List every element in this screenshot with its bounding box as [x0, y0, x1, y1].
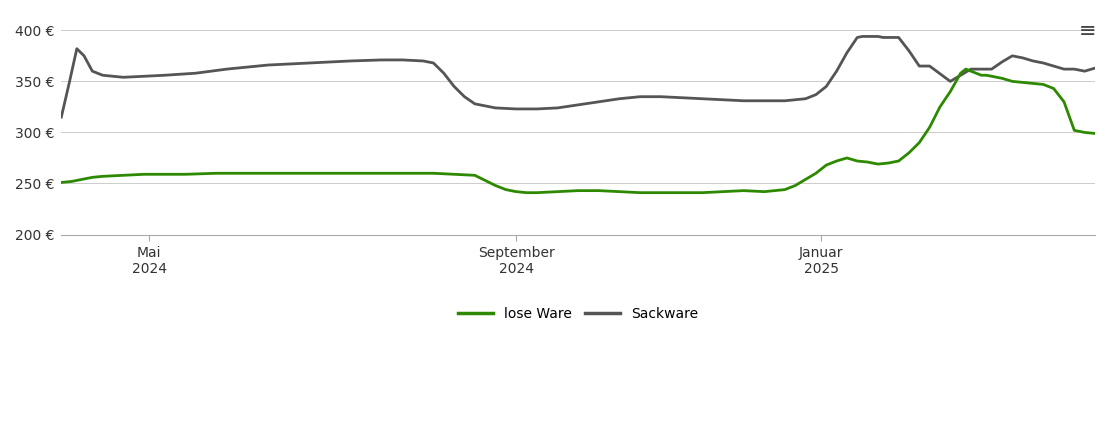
Legend: lose Ware, Sackware: lose Ware, Sackware	[453, 301, 704, 327]
Text: ≡: ≡	[1079, 21, 1097, 41]
